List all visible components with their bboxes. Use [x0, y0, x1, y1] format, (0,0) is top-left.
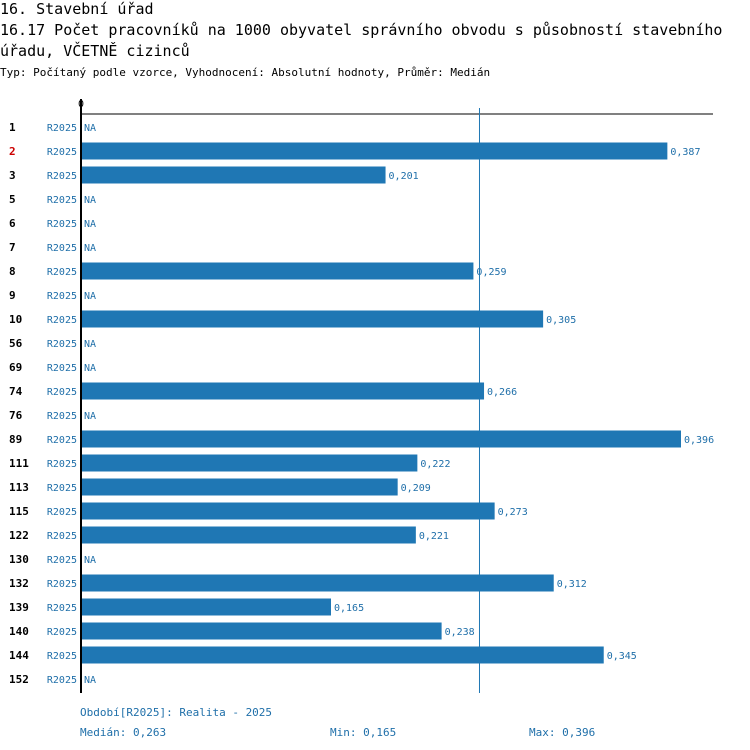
na-label: NA — [84, 195, 96, 206]
series-label: R2025 — [47, 507, 77, 518]
category-label: 8 — [9, 265, 16, 278]
chart-type-info: Typ: Počítaný podle vzorce, Vyhodnocení:… — [0, 66, 491, 79]
footer-min: Min: 0,165 — [330, 726, 397, 739]
bar — [81, 478, 398, 496]
category-label: 69 — [9, 361, 22, 374]
bar — [81, 502, 495, 520]
category-label: 152 — [9, 673, 29, 686]
data-label: 0,165 — [334, 603, 364, 614]
category-label: 9 — [9, 289, 16, 302]
data-label: 0,396 — [684, 435, 714, 446]
data-label: 0,387 — [670, 147, 700, 158]
series-label: R2025 — [47, 603, 77, 614]
category-label: 113 — [9, 481, 29, 494]
data-label: 0,273 — [498, 507, 528, 518]
data-label: 0,259 — [476, 267, 506, 278]
bar — [81, 142, 668, 160]
category-label: 115 — [9, 505, 29, 518]
category-label: 5 — [9, 193, 16, 206]
category-label: 10 — [9, 313, 22, 326]
category-label: 130 — [9, 553, 29, 566]
chart-title: 16.17 Počet pracovníků na 1000 obyvatel … — [0, 21, 723, 60]
series-label: R2025 — [47, 171, 77, 182]
na-label: NA — [84, 363, 96, 374]
category-label: 132 — [9, 577, 29, 590]
bar-chart: 01R2025NA2R20250,3873R20250,2015R2025NA6… — [9, 99, 714, 693]
bar — [81, 454, 418, 472]
series-label: R2025 — [47, 363, 77, 374]
data-label: 0,209 — [401, 483, 431, 494]
na-label: NA — [84, 243, 96, 254]
category-label: 2 — [9, 145, 16, 158]
na-label: NA — [84, 675, 96, 686]
bar — [81, 526, 416, 544]
data-label: 0,345 — [607, 651, 637, 662]
series-label: R2025 — [47, 291, 77, 302]
na-label: NA — [84, 555, 96, 566]
footer-median: Medián: 0,263 — [80, 726, 167, 739]
data-label: 0,201 — [389, 171, 419, 182]
category-label: 6 — [9, 217, 16, 230]
category-label: 7 — [9, 241, 16, 254]
footer-max: Max: 0,396 — [529, 726, 596, 739]
series-label: R2025 — [47, 555, 77, 566]
category-label: 56 — [9, 337, 23, 350]
bar — [81, 598, 331, 616]
series-label: R2025 — [47, 267, 77, 278]
category-label: 3 — [9, 169, 16, 182]
footer-period: Období[R2025]: Realita - 2025 — [80, 706, 273, 719]
data-label: 0,266 — [487, 387, 517, 398]
series-label: R2025 — [47, 123, 77, 134]
series-label: R2025 — [47, 315, 77, 326]
na-label: NA — [84, 291, 96, 302]
series-label: R2025 — [47, 675, 77, 686]
bar — [81, 310, 544, 328]
bar — [81, 574, 554, 592]
bar — [81, 382, 485, 400]
series-label: R2025 — [47, 483, 77, 494]
series-label: R2025 — [47, 579, 77, 590]
bar — [81, 262, 474, 280]
category-label: 140 — [9, 625, 29, 638]
category-label: 122 — [9, 529, 29, 542]
series-label: R2025 — [47, 531, 77, 542]
series-label: R2025 — [47, 627, 77, 638]
category-label: 1 — [9, 121, 16, 134]
series-label: R2025 — [47, 195, 77, 206]
category-label: 139 — [9, 601, 29, 614]
series-label: R2025 — [47, 147, 77, 158]
data-label: 0,305 — [546, 315, 576, 326]
page-title: 16. Stavební úřad — [0, 0, 154, 18]
data-label: 0,221 — [419, 531, 449, 542]
series-label: R2025 — [47, 459, 77, 470]
series-label: R2025 — [47, 651, 77, 662]
data-label: 0,222 — [420, 459, 450, 470]
data-label: 0,312 — [557, 579, 587, 590]
series-label: R2025 — [47, 219, 77, 230]
category-label: 76 — [9, 409, 23, 422]
series-label: R2025 — [47, 339, 77, 350]
series-label: R2025 — [47, 411, 77, 422]
na-label: NA — [84, 219, 96, 230]
category-label: 111 — [9, 457, 29, 470]
na-label: NA — [84, 411, 96, 422]
series-label: R2025 — [47, 435, 77, 446]
data-label: 0,238 — [445, 627, 475, 638]
series-label: R2025 — [47, 243, 77, 254]
bar — [81, 430, 681, 448]
na-label: NA — [84, 339, 96, 350]
bar — [81, 646, 604, 664]
series-label: R2025 — [47, 387, 77, 398]
bar — [81, 166, 386, 184]
category-label: 89 — [9, 433, 22, 446]
category-label: 144 — [9, 649, 29, 662]
category-label: 74 — [9, 385, 23, 398]
na-label: NA — [84, 123, 96, 134]
bar — [81, 622, 442, 640]
